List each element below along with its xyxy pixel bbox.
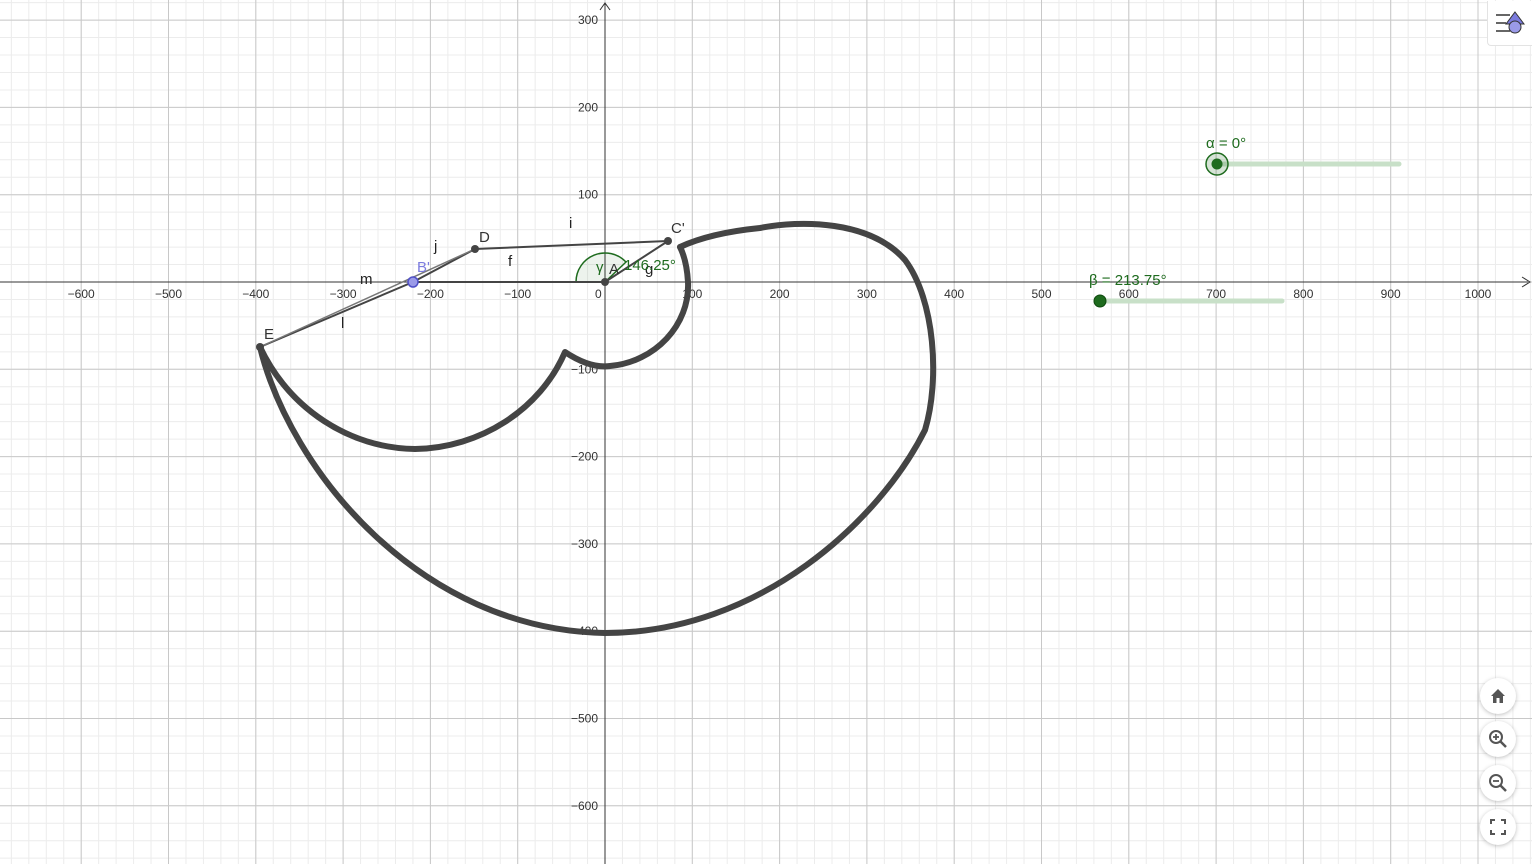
x-tick-label: 300: [857, 287, 877, 301]
x-tick-labels: −600 −500 −400 −300 −200 −100 0 100 200 300 400 500…: [68, 287, 1492, 301]
slider-beta-label: β = 213.75°: [1089, 272, 1167, 289]
x-tick-label: 1000: [1465, 287, 1492, 301]
x-tick-label: 800: [1293, 287, 1313, 301]
home-button[interactable]: [1480, 678, 1516, 714]
locus-curves: [257, 220, 937, 636]
angle-arc-gamma: [575, 252, 628, 283]
segments: [259, 240, 669, 348]
x-tick-label: 600: [1119, 287, 1139, 301]
home-icon: [1491, 689, 1505, 703]
x-tick-label: −300: [330, 287, 357, 301]
locus-outer-curve: [257, 220, 937, 636]
x-tick-label: −500: [155, 287, 182, 301]
algebra-menu-button[interactable]: [1487, 1, 1532, 46]
segment-label-f: f: [508, 253, 513, 270]
y-tick-label: 200: [578, 100, 598, 114]
slider-beta[interactable]: β = 213.75°: [1089, 272, 1285, 308]
segment-label-i: i: [569, 215, 572, 232]
y-tick-label: 300: [578, 13, 598, 27]
angle-symbol-gamma: γ: [596, 259, 604, 276]
point-label-E: E: [264, 326, 274, 343]
x-tick-label: −100: [504, 287, 531, 301]
fullscreen-button[interactable]: [1480, 809, 1516, 845]
y-axis-arrow: [599, 2, 611, 11]
x-tick-label: 700: [1206, 287, 1226, 301]
x-tick-label: −600: [68, 287, 95, 301]
x-tick-label: −400: [242, 287, 269, 301]
slider-beta-handle[interactable]: [1093, 294, 1107, 308]
x-tick-label: 0: [595, 287, 602, 301]
segment-i: [474, 240, 669, 250]
y-tick-label: −600: [571, 799, 598, 813]
x-axis-arrow: [1521, 276, 1531, 288]
segment-label-m: m: [360, 271, 373, 288]
point-label-C-prime: C': [671, 220, 685, 237]
fullscreen-icon: [1490, 819, 1506, 835]
point-C-prime[interactable]: [664, 237, 672, 245]
x-tick-label: 400: [944, 287, 964, 301]
slider-alpha-label: α = 0°: [1206, 135, 1246, 152]
x-tick-label: 500: [1031, 287, 1051, 301]
y-tick-label: 100: [578, 188, 598, 202]
slider-alpha-handle[interactable]: [1211, 158, 1223, 170]
segment-label-l: l: [341, 315, 344, 332]
locus-inner-curve: [257, 244, 692, 452]
y-tick-label: −200: [571, 450, 598, 464]
point-label-B-prime: B': [417, 259, 430, 276]
segment-m: [259, 248, 476, 348]
point-A[interactable]: [601, 278, 609, 286]
point-label-A: A: [609, 261, 619, 278]
x-tick-label: 900: [1381, 287, 1401, 301]
zoom-in-icon: [1489, 730, 1507, 748]
zoom-in-button[interactable]: [1480, 721, 1516, 757]
slider-alpha[interactable]: α = 0°: [1205, 135, 1402, 176]
zoom-out-icon: [1489, 774, 1507, 792]
segment-label-j: j: [433, 238, 437, 255]
algebra-menu-icon: [1496, 11, 1525, 34]
angle-value-gamma: 146.25°: [624, 257, 676, 274]
y-tick-label: −500: [571, 712, 598, 726]
y-tick-label: −300: [571, 537, 598, 551]
point-label-D: D: [479, 229, 490, 246]
point-E[interactable]: [256, 343, 264, 351]
point-B-prime[interactable]: [407, 276, 419, 288]
segment-g: [604, 240, 669, 283]
x-tick-label: −200: [417, 287, 444, 301]
segment-label-g: g: [645, 261, 653, 278]
point-D[interactable]: [471, 245, 479, 253]
zoom-out-button[interactable]: [1480, 765, 1516, 801]
x-tick-label: 200: [770, 287, 790, 301]
